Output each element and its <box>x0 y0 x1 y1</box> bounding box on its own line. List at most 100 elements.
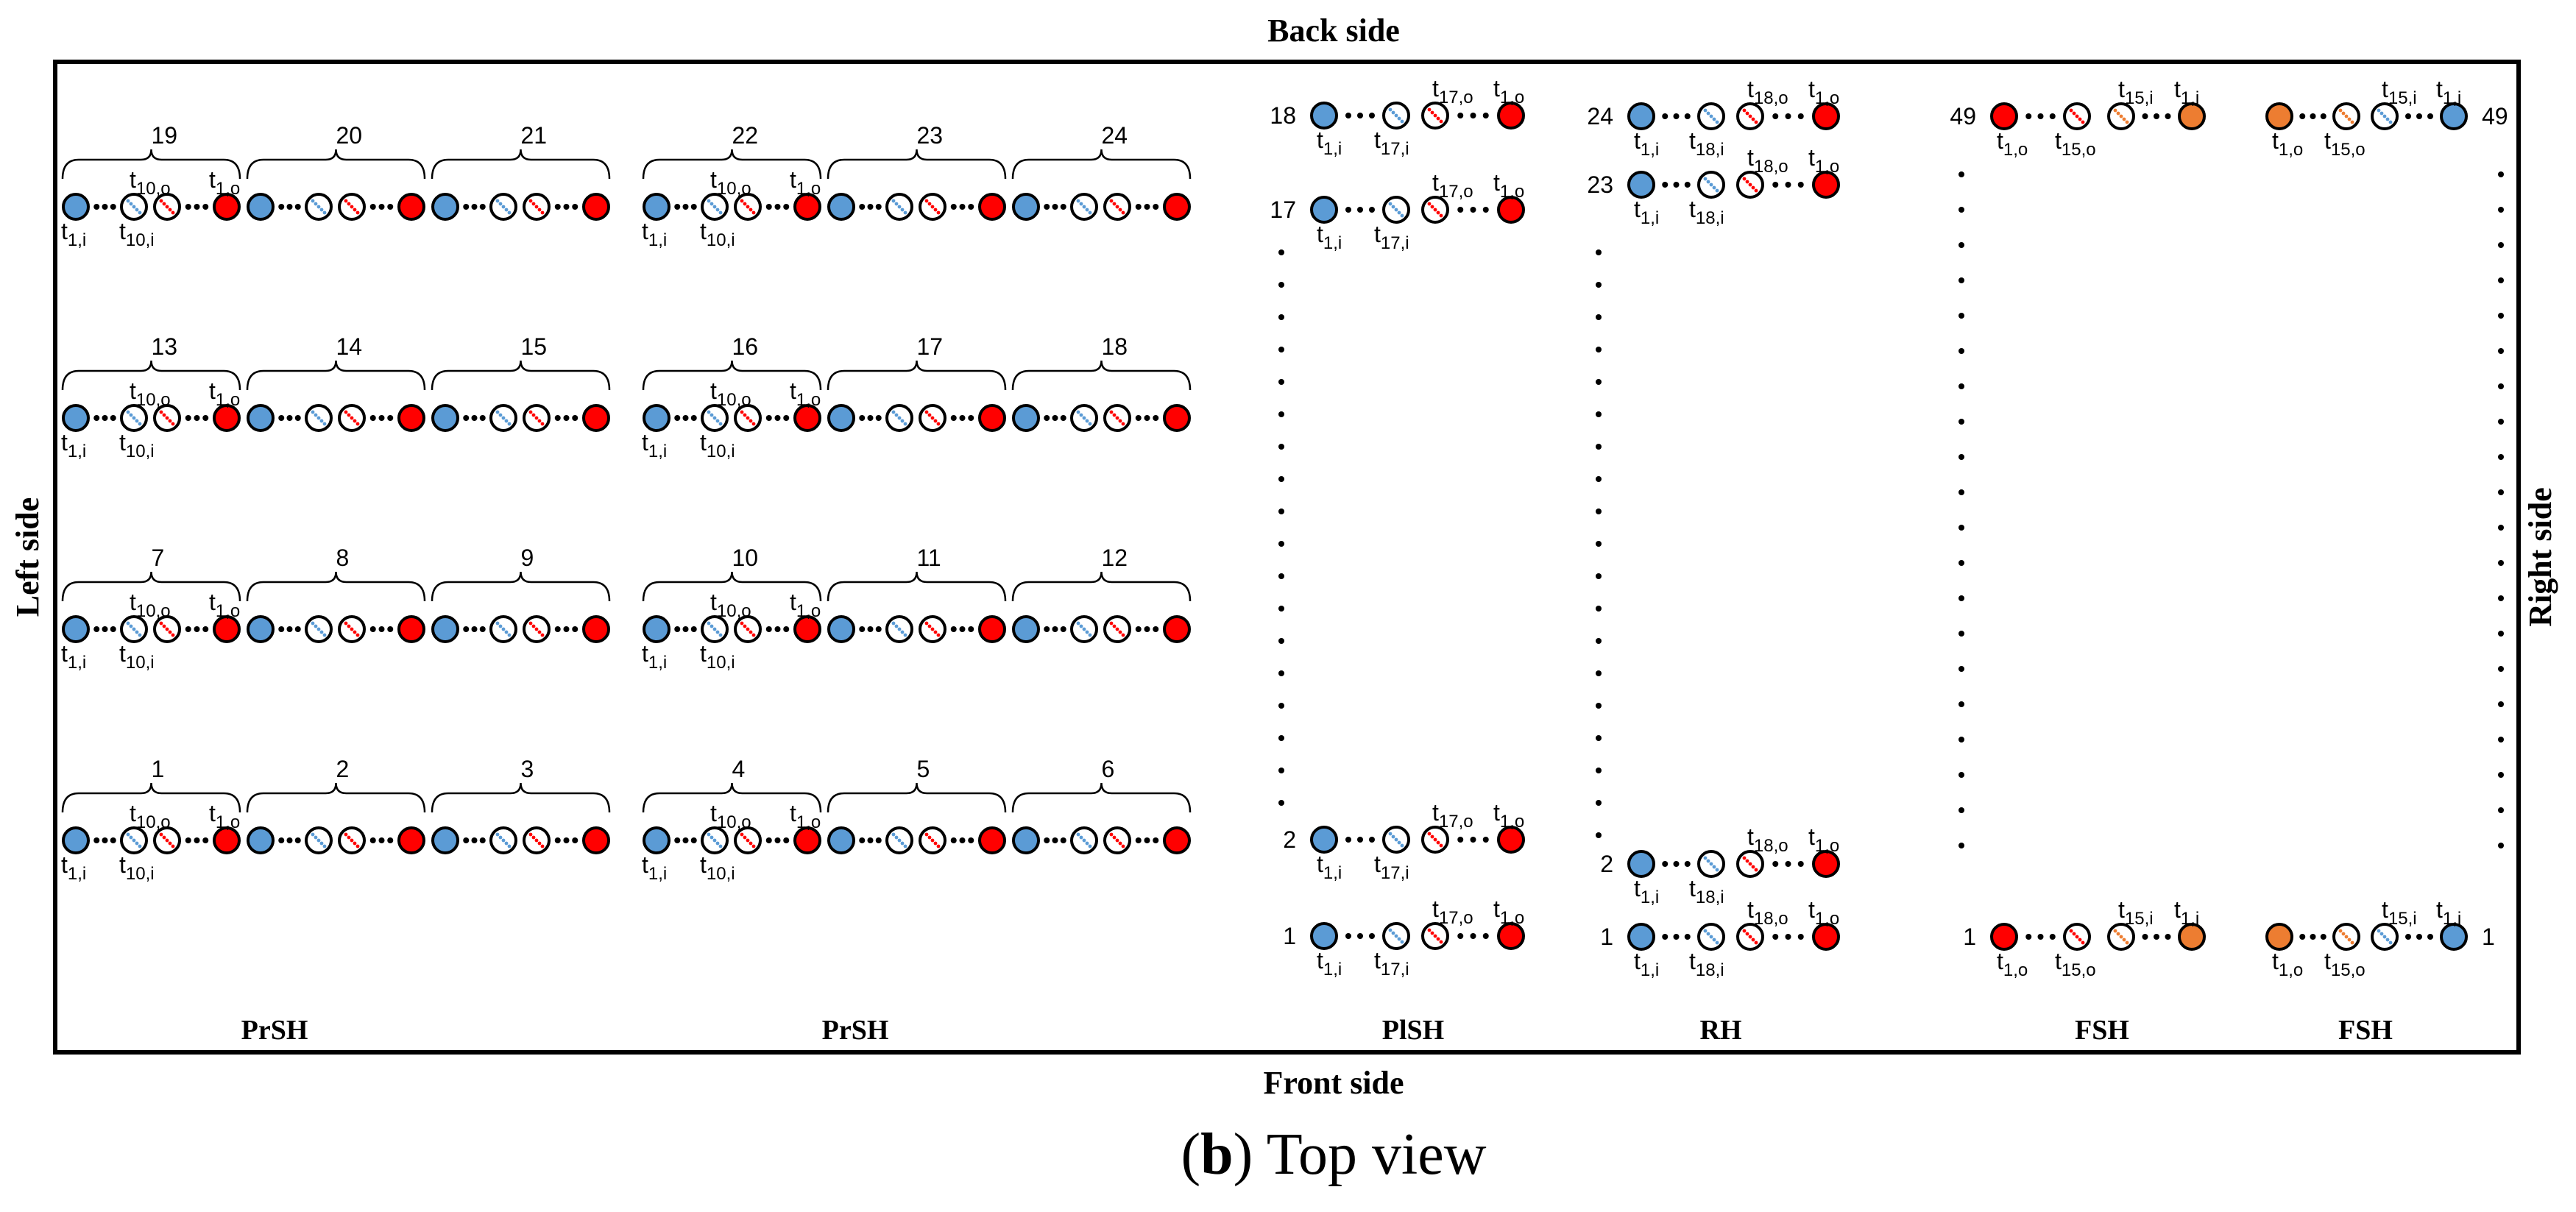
ellipsis-dot <box>2498 489 2504 495</box>
label-c-main: t <box>1747 76 1754 102</box>
pipe-end-b <box>1497 102 1525 130</box>
label-t10o-main: t <box>130 378 136 404</box>
sensor-marker-blue-mark <box>495 832 500 837</box>
pipe-continuation-dot <box>572 626 578 632</box>
pipe-continuation <box>93 837 116 843</box>
sensor-marker-blue <box>495 832 512 848</box>
pipe-continuation-dot <box>286 626 293 632</box>
sensor-marker-blue-mark <box>138 844 142 848</box>
label-b-subscript: 15,o <box>2331 960 2366 980</box>
label-b-main: t <box>1689 196 1696 222</box>
sensor-marker-b <box>1427 107 1443 124</box>
label-t1o-subscript: 1,o <box>216 601 240 621</box>
label-b: t18,i <box>1689 196 1724 228</box>
pipe-continuation-dot <box>572 204 578 210</box>
label-b-subscript: 17,i <box>1381 863 1409 883</box>
pipe-continuation-dot <box>1060 837 1066 843</box>
pipe-continuation-dot <box>202 204 209 210</box>
ellipsis-dot <box>1958 207 1964 213</box>
pipe-end-b <box>2178 923 2206 951</box>
sensor-marker-b-mark <box>1742 108 1747 113</box>
sensor-marker-b-mark <box>1427 107 1432 112</box>
label-d: t1,i <box>2436 896 2461 929</box>
pipe-continuation-dot <box>110 415 116 421</box>
sensor-marker-b-mark <box>1754 188 1758 193</box>
sensor-marker-red-mark <box>537 208 542 212</box>
ellipsis-dot <box>1278 541 1284 547</box>
group-brace <box>827 571 1007 602</box>
label-t1i-main: t <box>61 218 68 244</box>
group-brace <box>642 571 822 602</box>
label-d: t1,o <box>1808 76 1839 108</box>
back-side-label: Back side <box>1267 13 1400 49</box>
sensor-marker-b-mark <box>2122 938 2126 942</box>
pipe-continuation-dot <box>682 415 689 421</box>
pipe-end-b <box>1497 196 1525 224</box>
pipe-continuation-dot <box>2165 113 2171 119</box>
label-b-subscript: 18,i <box>1696 960 1724 980</box>
label-a-main: t <box>1634 875 1641 901</box>
label-t10i: t10,i <box>119 218 155 250</box>
label-a: t1,i <box>1634 196 1659 228</box>
building-outline <box>53 60 2521 1055</box>
sensor-marker-blue-mark <box>507 844 512 848</box>
sensor-marker-blue-mark <box>314 202 318 206</box>
label-t10i-main: t <box>119 429 126 456</box>
sensor-marker-blue-mark <box>718 210 723 215</box>
pipe-continuation-dot <box>959 415 966 421</box>
sensor-marker-red-mark <box>924 410 929 414</box>
pipe-continuation-dot <box>194 626 200 632</box>
label-b: t15,o <box>2055 948 2096 980</box>
pipe-continuation-dot <box>278 626 285 632</box>
sensor-marker-blue-mark <box>1085 208 1089 212</box>
pipe-continuation-dot <box>93 837 100 843</box>
ellipsis-dot <box>1278 573 1284 579</box>
label-d-subscript: 1,i <box>2181 88 2199 108</box>
pipe-continuation <box>674 415 697 421</box>
pipe-continuation-dot <box>1135 415 1142 421</box>
pipe-continuation-dot <box>1797 861 1804 867</box>
ellipsis-dot <box>1596 768 1602 773</box>
ellipsis-dot <box>1596 314 1602 320</box>
sensor-marker-red-mark <box>540 633 545 637</box>
pipe-continuation-dot <box>783 837 790 843</box>
sensor-marker-b-mark <box>2388 120 2393 124</box>
sensor-marker-red-mark <box>927 413 932 417</box>
pipe-continuation-dot <box>765 626 772 632</box>
sensor-marker-red-mark <box>936 210 941 215</box>
label-t1i-main: t <box>61 851 68 878</box>
outlet-pipe-red <box>793 193 821 221</box>
label-b-main: t <box>1689 948 1696 974</box>
label-b-subscript: 17,i <box>1381 139 1409 159</box>
pipe-continuation <box>2405 934 2433 940</box>
sensor-marker-red-mark <box>537 841 542 846</box>
sensor-marker-blue-mark <box>712 416 717 420</box>
ellipsis-dot <box>1958 242 1964 248</box>
label-t10o-main: t <box>130 166 136 193</box>
inlet-pipe-blue <box>62 193 90 221</box>
sensor-marker-blue-mark <box>129 413 133 417</box>
panel-label: PrSH <box>241 1015 308 1046</box>
sensor-marker-red-mark <box>933 419 938 423</box>
pipe-end-a <box>1627 102 1655 130</box>
inlet-pipe-blue <box>827 615 855 643</box>
sensor-marker-red-mark <box>537 630 542 634</box>
ellipsis-dot <box>1278 800 1284 806</box>
label-c-main: t <box>2118 76 2125 102</box>
pipe-continuation-dot <box>1785 182 1791 188</box>
pipe-continuation-dot <box>471 626 478 632</box>
ellipsis-dot <box>1958 843 1964 848</box>
pipe-end-a <box>1310 196 1338 224</box>
sensor-marker-b-mark <box>1745 180 1749 184</box>
front-side-label: Front side <box>1263 1065 1404 1101</box>
label-t10o-subscript: 10,o <box>136 601 171 621</box>
pipe-continuation-dot <box>1060 415 1066 421</box>
label-t1i: t1,i <box>642 640 667 673</box>
sensor-marker-blue-mark <box>718 844 723 848</box>
ellipsis-dot <box>2498 843 2504 848</box>
sensor-marker-blue-mark <box>1079 835 1083 840</box>
pipe-continuation-dot <box>765 204 772 210</box>
pipe-end-a <box>1627 850 1655 878</box>
group-number: 24 <box>1102 122 1128 149</box>
label-t10i: t10,i <box>119 851 155 884</box>
